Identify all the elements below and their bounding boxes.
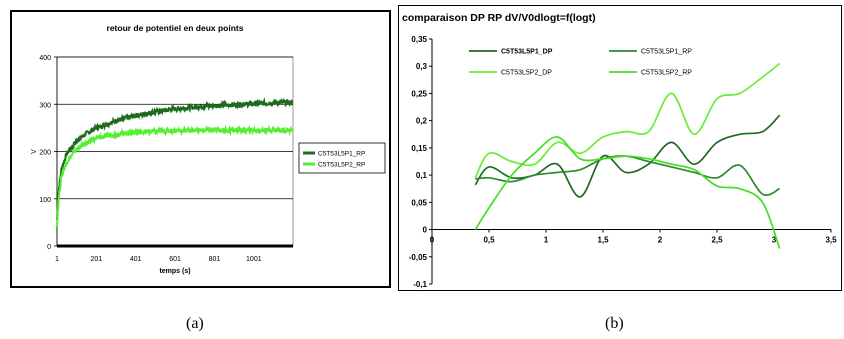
chart-b-y-tick-label: -0,1 (413, 280, 427, 289)
chart-a-x-tick-label: 201 (91, 256, 103, 263)
chart-b-x-tick-label: 2 (658, 236, 663, 245)
chart-a-legend (298, 142, 386, 174)
chart-b-series-2 (475, 155, 781, 196)
chart-a-series-2 (56, 124, 294, 228)
chart-a-y-tick-label: 0 (47, 244, 51, 251)
chart-b-y-tick-label: -0,05 (409, 253, 428, 262)
chart-b-y-tick-label: 0 (423, 226, 428, 235)
chart-b-svg: comparaison DP RP dV/V0dlogt=f(logt) -0,1… (402, 12, 837, 289)
chart-a-x-axis-label: temps (s) (159, 268, 190, 275)
chart-a-y-tick-label: 200 (39, 150, 51, 157)
chart-b-y-tick-label: 0,05 (411, 198, 427, 207)
chart-b-legend-label: C5T53L5P2_RP (641, 70, 692, 77)
chart-b-series-1 (474, 114, 781, 198)
chart-b-x-tick-label: 1 (544, 236, 549, 245)
chart-a-title: retour de potentiel en deux points (107, 23, 244, 33)
chart-a-x-tick-label: 801 (209, 256, 221, 263)
chart-a-y-tick-label: 300 (39, 102, 51, 109)
chart-b-x-tick-label: 3 (772, 236, 777, 245)
chart-b-y-tick-label: 0,35 (411, 35, 427, 44)
chart-b-x-tick-label: 1,5 (597, 236, 609, 245)
chart-a-panel: retour de potentiel en deux points 0 100 20… (10, 10, 391, 288)
chart-b-y-tick-label: 0,25 (411, 89, 427, 98)
chart-a-legend-label: C5T53L5P1_RP (318, 151, 365, 158)
chart-a-x-tick-label: 401 (130, 256, 142, 263)
chart-b-legend-label: C5T53L5P2_DP (501, 70, 552, 77)
chart-b-y-tick-label: 0,1 (416, 171, 428, 180)
chart-a-y-axis-label: V (31, 149, 38, 154)
chart-b-legend-label: C5T53L5P1_DP (501, 49, 553, 56)
chart-a-legend-label: C5T53L5P2_RP (318, 162, 365, 169)
chart-a-x-tick-label: 1001 (246, 256, 262, 263)
chart-b-panel: comparaison DP RP dV/V0dlogt=f(logt) -0,1… (398, 5, 842, 291)
chart-b-legend-label: C5T53L5P1_RP (641, 49, 692, 56)
caption-a: (a) (186, 315, 204, 332)
chart-b-x-tick-label: 2,5 (711, 236, 723, 245)
chart-a-series-1 (56, 97, 293, 221)
chart-a-x-tick-label: 601 (169, 256, 181, 263)
chart-a-y-tick-label: 100 (39, 197, 51, 204)
chart-b-title: comparaison DP RP dV/V0dlogt=f(logt) (402, 12, 596, 24)
chart-b-series-3 (474, 62, 781, 179)
chart-b-y-tick-label: 0,3 (416, 62, 428, 71)
chart-a-x-tick-label: 1 (55, 256, 59, 263)
chart-b-series-4 (474, 136, 781, 249)
chart-b-x-tick-label: 3,5 (825, 236, 837, 245)
chart-b-x-tick-label: 0,5 (483, 236, 495, 245)
chart-a-svg: retour de potentiel en deux points 0 100 20… (31, 23, 386, 275)
chart-b-x-tick-label: 0 (430, 236, 435, 245)
chart-a-y-tick-label: 400 (39, 55, 51, 62)
caption-b: (b) (605, 315, 624, 332)
chart-b-y-tick-label: 0,15 (411, 144, 427, 153)
chart-b-y-tick-label: 0,2 (416, 117, 428, 126)
